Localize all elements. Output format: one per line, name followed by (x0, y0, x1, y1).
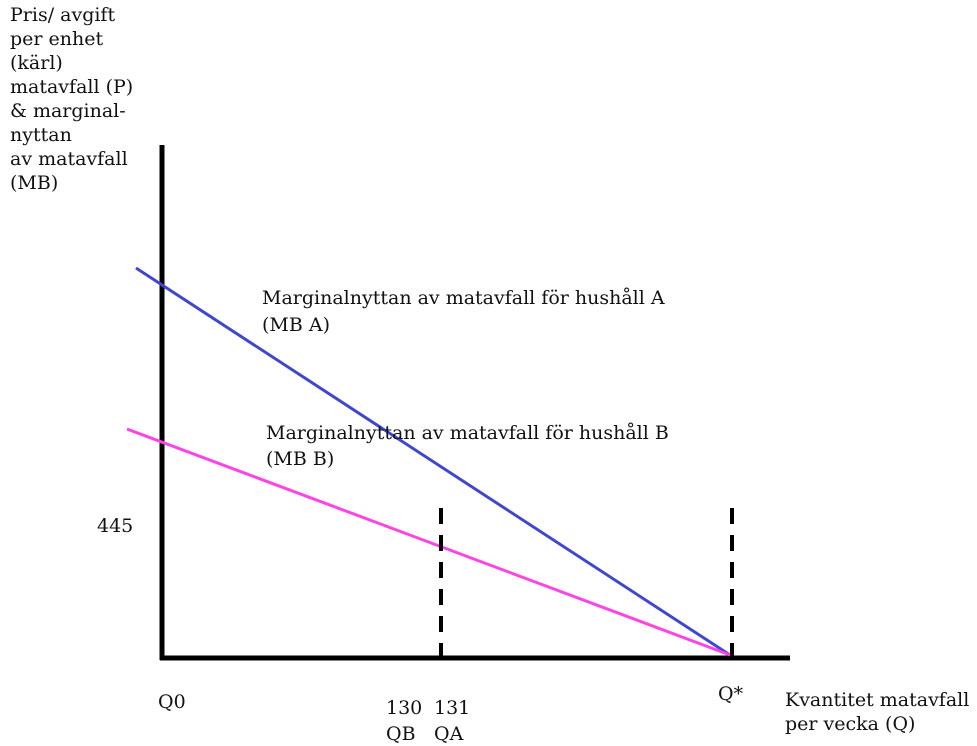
x-tick-qb: QB (386, 723, 416, 745)
x-tick-q0: Q0 (158, 691, 186, 713)
mb-b-line (126, 427, 731, 657)
mb-a-line (135, 266, 731, 657)
mb-b-abbrev: (MB B) (266, 448, 335, 470)
mb-b-label: Marginalnyttan av matavfall för hushåll … (266, 422, 669, 444)
x-tick-131: 131 (434, 697, 471, 719)
mb-a-label: Marginalnyttan av matavfall för hushåll … (262, 287, 665, 309)
x-axis-label: Kvantitet matavfall per vecka (Q) (785, 689, 970, 735)
x-tick-qstar: Q* (718, 683, 744, 705)
mb-a-abbrev: (MB A) (262, 314, 331, 336)
x-tick-qa: QA (434, 723, 464, 745)
y-tick-445: 445 (97, 515, 134, 537)
x-tick-130: 130 (386, 697, 423, 719)
y-axis-label: Pris/ avgift per enhet (kärl) matavfall … (10, 4, 134, 194)
